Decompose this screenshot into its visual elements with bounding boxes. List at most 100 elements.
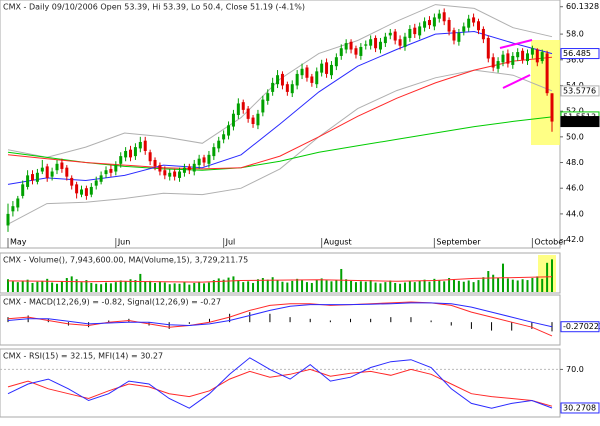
volume-bar — [134, 280, 137, 292]
volume-bar — [65, 278, 68, 292]
candle-body — [369, 39, 373, 46]
candle-body — [202, 157, 206, 163]
volume-bar — [276, 280, 279, 292]
candle-body — [75, 184, 79, 194]
candle-body — [197, 158, 201, 166]
candle-body — [359, 46, 363, 56]
volume-bar — [11, 281, 14, 292]
x-tick-label: Jun — [117, 238, 131, 247]
volume-bar — [16, 282, 19, 292]
volume-bar — [423, 279, 426, 292]
moving-average — [7, 69, 553, 225]
volume-bar — [95, 283, 98, 292]
volume-bar — [541, 278, 544, 292]
y-tick-label: 50.0 — [566, 132, 584, 141]
candle-body — [89, 186, 93, 195]
y-tick-label: 58.0 — [566, 30, 584, 39]
candle-body — [148, 152, 152, 162]
candle-body — [60, 162, 64, 169]
volume-bar — [178, 283, 181, 292]
value-tag — [560, 48, 600, 60]
candle-body — [241, 102, 245, 110]
volume-bar — [158, 281, 161, 292]
candle-body — [207, 154, 211, 164]
volume-bar — [335, 280, 338, 292]
candle-body — [261, 99, 265, 113]
candle-body — [35, 172, 39, 182]
volume-bar — [217, 278, 220, 292]
chart-title: CMX - Daily 09/10/2006 Open 53.39, Hi 53… — [3, 3, 305, 12]
y-tick-label: 56.0 — [566, 55, 584, 64]
candle-body — [349, 41, 353, 50]
candle-body — [476, 21, 480, 31]
candle-body — [383, 36, 387, 44]
x-tick-label: August — [324, 238, 352, 247]
volume-bar — [296, 278, 299, 292]
candle-body — [403, 36, 407, 47]
candle-body — [496, 61, 500, 69]
candle-body — [143, 140, 147, 151]
volume-bar — [90, 282, 93, 292]
candle-body — [320, 63, 324, 73]
volume-bar — [70, 276, 73, 292]
candle-body — [104, 170, 108, 175]
volume-bar — [536, 276, 539, 292]
candle-body — [437, 13, 441, 19]
candle-body — [334, 57, 338, 67]
volume-bar — [369, 280, 372, 292]
value-tag — [560, 321, 600, 333]
volume-bar — [546, 262, 549, 292]
trend-line — [499, 39, 533, 49]
volume-bar — [60, 281, 63, 292]
candle-body — [99, 175, 103, 182]
volume-bar — [247, 281, 250, 292]
volume-bar — [168, 284, 171, 292]
volume-bar — [551, 259, 553, 292]
candle-body — [55, 163, 59, 171]
candle-body — [276, 75, 280, 85]
candle-body — [290, 84, 294, 94]
trend-line — [502, 74, 531, 89]
candle-body — [550, 93, 554, 122]
candle-body — [521, 50, 525, 60]
candle-body — [325, 62, 329, 74]
volume-bar — [227, 277, 230, 292]
candle-body — [378, 41, 382, 50]
candle-body — [486, 37, 490, 59]
candle-body — [94, 180, 98, 186]
candle-body — [133, 147, 137, 157]
candle-body — [16, 198, 20, 208]
volume-bar — [364, 281, 367, 292]
volume-bar — [448, 278, 451, 292]
candle-body — [129, 149, 133, 158]
volume-bar — [163, 282, 166, 292]
candle-body — [300, 68, 304, 76]
value-tag-label: -0.270222 — [563, 322, 600, 331]
volume-bar — [271, 277, 274, 292]
volume-ma — [7, 276, 553, 283]
y-tick-label: 46.0 — [566, 184, 584, 193]
candle-body — [124, 150, 128, 158]
volume-bar — [286, 282, 289, 292]
candle-body — [525, 53, 529, 62]
candle-body — [187, 166, 191, 171]
candle-body — [271, 82, 275, 92]
volume-bar — [443, 281, 446, 292]
value-tag-label: 51.19 — [563, 117, 586, 126]
y-tick-label: 70.0 — [566, 365, 584, 374]
volume-bar — [173, 283, 176, 292]
candle-body — [114, 165, 118, 172]
volume-bar — [31, 282, 34, 292]
volume-bar — [477, 280, 480, 292]
candle-body — [158, 165, 162, 172]
highlight — [531, 40, 560, 145]
candle-body — [163, 170, 167, 176]
volume-bar — [139, 273, 142, 292]
volume-bar — [124, 281, 127, 292]
candle-body — [506, 53, 510, 64]
chart-title: CMX - RSI(15) = 32.15, MFI(14) = 30.27 — [3, 352, 163, 361]
volume-bar — [354, 282, 357, 292]
value-tag-label: 30.2708 — [563, 403, 596, 412]
volume-bar — [374, 282, 377, 292]
volume-bar — [222, 279, 225, 292]
